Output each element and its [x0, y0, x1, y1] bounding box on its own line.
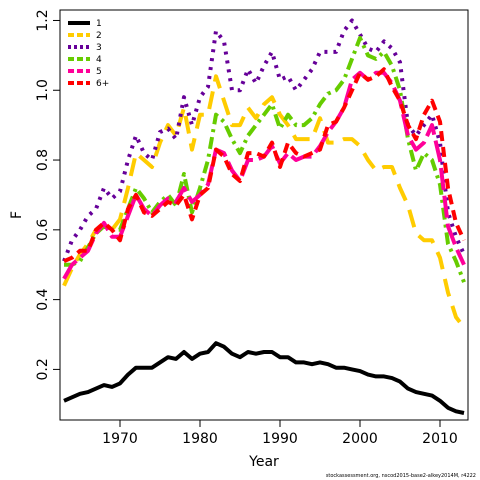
- x-tick-label: 1990: [262, 431, 298, 447]
- x-tick-label: 2010: [422, 431, 458, 447]
- credit-note: stockassessment.org, nscod2015-base2-alk…: [326, 473, 476, 479]
- x-tick-label: 1970: [102, 431, 138, 447]
- axis-ticks: 1970 1980 1990 2000 2010 0.2 0.4 0.6 0.8 1.0 1.2: [35, 9, 458, 447]
- legend: 1 2 3 4 5 6+: [68, 19, 109, 89]
- x-tick-label: 1980: [182, 431, 218, 447]
- series-lines: [62, 18, 466, 415]
- series-line-1: [63, 341, 465, 415]
- y-tick-label: 0.8: [35, 149, 51, 171]
- y-tick-label: 1.2: [35, 9, 51, 31]
- legend-label: 5: [96, 67, 102, 77]
- y-tick-label: 1.0: [35, 79, 51, 101]
- legend-label: 3: [96, 43, 102, 53]
- y-axis-title: F: [9, 211, 25, 219]
- legend-label: 2: [96, 31, 102, 41]
- legend-label: 6+: [96, 79, 109, 89]
- y-tick-label: 0.2: [35, 358, 51, 380]
- y-tick-label: 0.4: [35, 288, 51, 310]
- x-axis-title: Year: [248, 454, 279, 470]
- x-tick-label: 2000: [342, 431, 378, 447]
- series-line-6: [63, 67, 466, 264]
- series-line-4: [64, 35, 466, 283]
- legend-label: 4: [96, 55, 102, 65]
- y-tick-label: 0.6: [35, 219, 51, 241]
- plot-frame: [59, 9, 469, 421]
- legend-label: 1: [96, 19, 102, 29]
- series-line-2: [62, 74, 466, 329]
